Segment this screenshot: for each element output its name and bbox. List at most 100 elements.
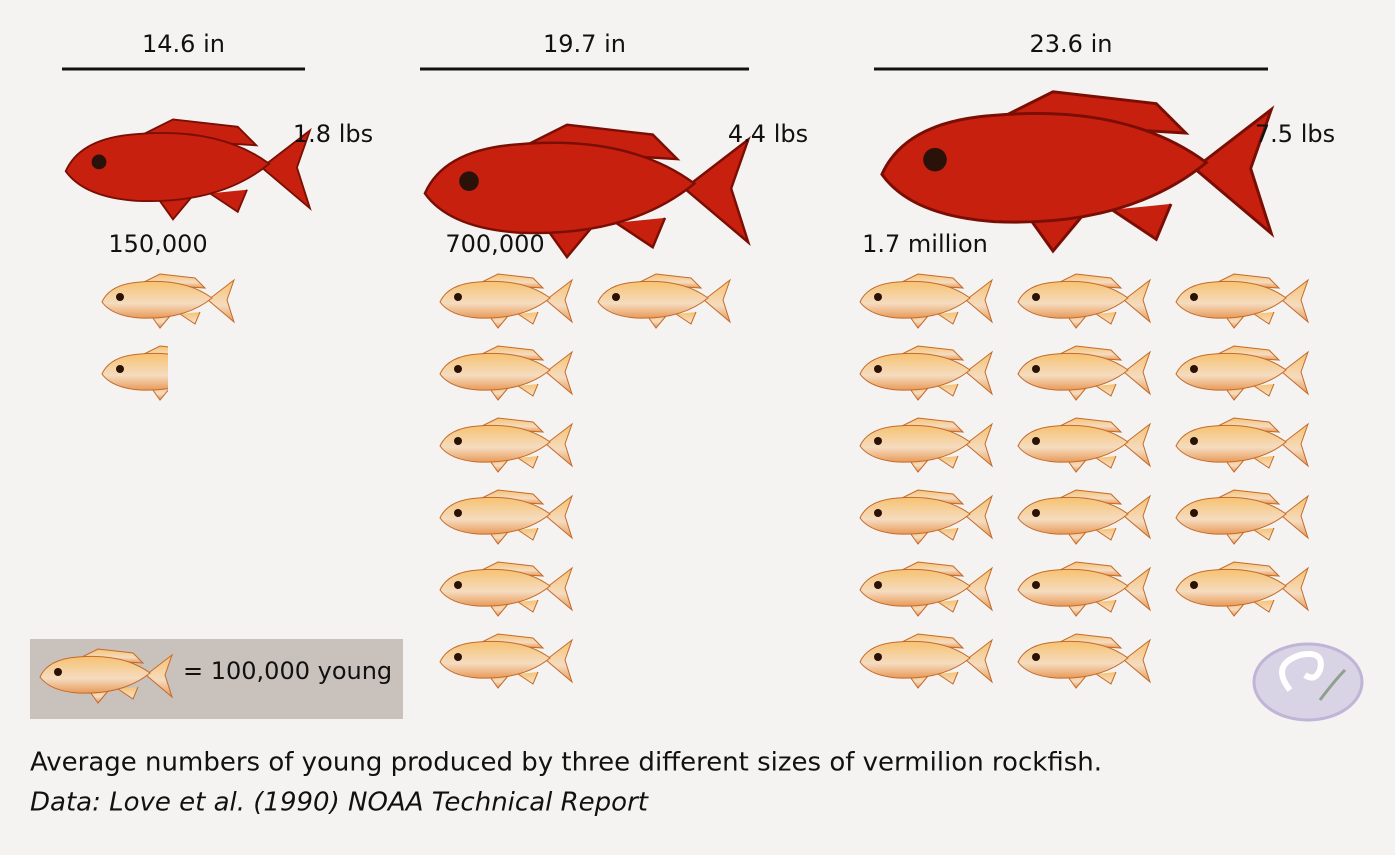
fish-eye — [1032, 437, 1040, 445]
fish-body — [439, 424, 551, 463]
fish-body — [859, 424, 971, 463]
fish-body — [64, 132, 271, 203]
fish-eye — [874, 293, 882, 301]
fish-tail — [1281, 494, 1310, 540]
adult-fish — [880, 90, 1275, 254]
young-icon — [859, 561, 994, 617]
fish-eye — [1032, 509, 1040, 517]
young-icon — [1175, 345, 1310, 401]
fish-eye — [1190, 581, 1198, 589]
fish-eye — [91, 154, 107, 170]
fish-body — [859, 640, 971, 679]
fish-eye — [116, 293, 124, 301]
fish-body — [1017, 424, 1129, 463]
young-icon — [1175, 417, 1310, 473]
fish-tail — [545, 422, 574, 468]
count-label: 1.7 million — [862, 230, 988, 258]
fish-tail — [682, 136, 751, 247]
young-icon — [859, 273, 994, 329]
fish-tail — [145, 653, 174, 699]
fish-eye — [1032, 581, 1040, 589]
fish-tail — [545, 350, 574, 396]
fish-body — [859, 568, 971, 607]
source: Data: Love et al. (1990) NOAA Technical … — [30, 788, 649, 818]
fish-eye — [54, 668, 62, 676]
adult-fish — [64, 118, 312, 221]
fish-body — [597, 280, 709, 319]
fish-body — [439, 352, 551, 391]
young-icon — [859, 489, 994, 545]
fish-eye — [454, 437, 462, 445]
fish-body — [439, 496, 551, 535]
icon-part — [101, 345, 168, 401]
fish-body — [39, 655, 151, 694]
fish-tail — [545, 494, 574, 540]
caption: Average numbers of young produced by thr… — [30, 748, 1102, 778]
fish-eye — [1190, 437, 1198, 445]
length-label: 19.7 in — [543, 30, 626, 58]
fish-tail — [545, 566, 574, 612]
fish-tail — [965, 638, 994, 684]
fish-tail — [965, 278, 994, 324]
young-icon — [1017, 489, 1152, 545]
young-icon — [439, 489, 574, 545]
fish-tail — [703, 278, 732, 324]
weight-label: 4.4 lbs — [728, 120, 808, 148]
count-label: 150,000 — [108, 230, 207, 258]
fish-eye — [923, 147, 947, 172]
fish-body — [859, 496, 971, 535]
young-icon — [439, 345, 574, 401]
fish-eye — [454, 293, 462, 301]
fish-tail — [1281, 422, 1310, 468]
fish-eye — [1190, 293, 1198, 301]
fish-tail — [207, 278, 236, 324]
fish-body — [1175, 352, 1287, 391]
weight-label: 1.8 lbs — [293, 120, 373, 148]
fish-body — [1017, 568, 1129, 607]
fish-eye — [874, 653, 882, 661]
young-icon — [859, 633, 994, 689]
fish-body — [101, 352, 168, 391]
fish-body — [859, 352, 971, 391]
fish-eye — [1032, 365, 1040, 373]
fish-tail — [545, 638, 574, 684]
fish-body — [439, 280, 551, 319]
adult-fish — [423, 123, 751, 260]
young-icon — [1017, 345, 1152, 401]
fish-tail — [545, 278, 574, 324]
fish-tail — [1123, 494, 1152, 540]
young-icon — [439, 633, 574, 689]
fish-body — [1175, 568, 1287, 607]
fish-eye — [1190, 509, 1198, 517]
logo — [1252, 642, 1364, 722]
fish-tail — [1123, 422, 1152, 468]
young-icon — [1017, 633, 1152, 689]
fish-eye — [454, 365, 462, 373]
young-icon — [1175, 489, 1310, 545]
fish-tail — [965, 350, 994, 396]
fish-eye — [874, 365, 882, 373]
young-icon — [1175, 273, 1310, 329]
young-icon — [101, 345, 168, 401]
fish-eye — [1032, 293, 1040, 301]
fish-body — [439, 640, 551, 679]
count-label: 700,000 — [445, 230, 544, 258]
fish-eye — [874, 509, 882, 517]
legend-label: = 100,000 young — [183, 657, 392, 685]
weight-label: 7.5 lbs — [1255, 120, 1335, 148]
young-icon — [439, 417, 574, 473]
fish-body — [439, 568, 551, 607]
fish-body — [1017, 352, 1129, 391]
fish-eye — [459, 171, 479, 191]
fish-body — [1175, 496, 1287, 535]
fish-tail — [260, 127, 312, 211]
fish-body — [423, 141, 697, 235]
fish-tail — [1281, 350, 1310, 396]
fish-body — [1017, 640, 1129, 679]
fish-eye — [454, 509, 462, 517]
fish-tail — [1123, 638, 1152, 684]
young-icon — [439, 561, 574, 617]
young-icon — [859, 345, 994, 401]
fish-body — [101, 280, 213, 319]
